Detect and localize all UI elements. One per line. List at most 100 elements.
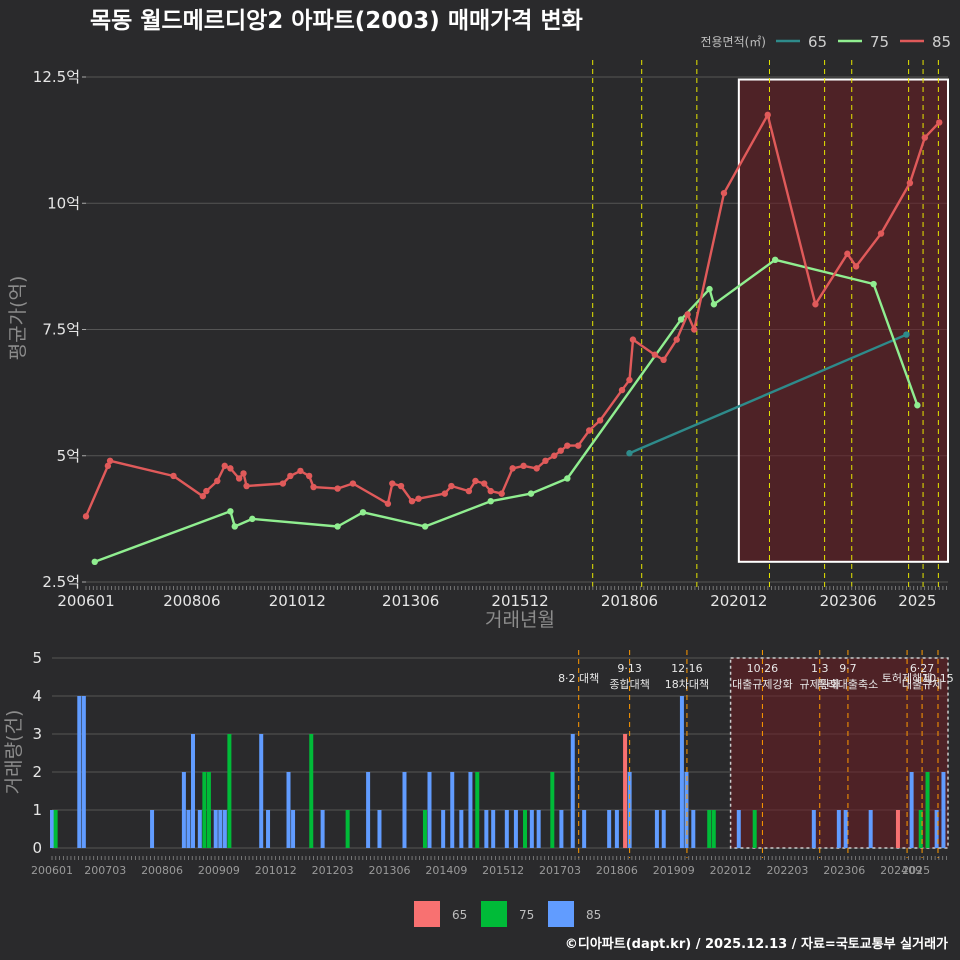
volume-bar-85 (150, 810, 155, 848)
volume-y-axis-label: 거래량(건) (3, 710, 25, 795)
data-point-85 (235, 475, 243, 482)
y-tick-label: 2.5억 (42, 573, 80, 591)
volume-bar-85 (181, 772, 186, 848)
data-point-85 (720, 189, 728, 197)
volume-bar-75 (422, 810, 427, 848)
data-point-75 (564, 475, 571, 482)
data-point-65 (626, 450, 633, 457)
volume-bar-85 (654, 810, 659, 848)
volume-y-tick-label: 5 (32, 649, 42, 667)
volume-bar-75 (752, 810, 757, 848)
volume-bar-85 (81, 696, 86, 848)
volume-bar-75 (523, 810, 528, 848)
data-point-85 (557, 447, 564, 454)
volume-legend-label-75: 75 (519, 908, 534, 922)
data-point-85 (221, 462, 228, 470)
policy-label: 토허제해제 (882, 671, 933, 685)
data-point-85 (550, 452, 558, 459)
volume-legend: 65 75 85 (414, 901, 601, 927)
volume-x-tick-label: 201909 (653, 864, 695, 877)
data-point-75 (421, 523, 429, 530)
price-x-axis-label: 거래년월 (485, 609, 555, 631)
volume-bar-85 (934, 810, 939, 848)
data-point-85 (170, 472, 177, 480)
data-point-85 (334, 485, 341, 492)
volume-bar-85 (450, 772, 455, 848)
x-tick-label: 201012 (269, 592, 326, 610)
volume-bar-85 (607, 810, 612, 848)
data-point-85 (660, 356, 667, 363)
volume-bar-85 (836, 810, 841, 848)
volume-bar-85 (459, 810, 464, 848)
data-point-85 (618, 386, 626, 394)
data-point-75 (914, 402, 921, 409)
volume-bar-85 (77, 696, 82, 848)
data-point-75 (710, 301, 718, 308)
x-tick-label: 202306 (820, 592, 877, 610)
volume-x-tick-label: 202409 (880, 864, 922, 877)
y-tick-label: 5억 (57, 447, 80, 465)
volume-bar-75 (475, 772, 480, 848)
data-point-85 (389, 480, 396, 487)
volume-bar-85 (529, 810, 534, 848)
volume-bar-85 (843, 810, 848, 848)
data-point-85 (812, 301, 819, 308)
volume-x-tick-label: 201512 (482, 864, 524, 877)
price-highlight-rect (737, 78, 949, 563)
data-point-85 (408, 498, 416, 505)
data-point-85 (349, 480, 357, 487)
x-tick-label: 200806 (163, 592, 220, 610)
legend-label-75: 75 (870, 33, 889, 51)
volume-bar-85 (197, 810, 202, 848)
volume-bar-85 (868, 810, 873, 848)
volume-bar-85 (286, 772, 291, 848)
data-point-75 (677, 316, 685, 323)
data-point-85 (764, 111, 771, 119)
volume-bar-65 (623, 734, 628, 848)
data-point-75 (359, 509, 367, 516)
chart-title: 목동 월드메르디앙2 아파트(2003) 매매가격 변화 (90, 8, 583, 34)
volume-bar-85 (468, 772, 473, 848)
policy-label: 6·27 (910, 662, 935, 675)
data-point-85 (533, 465, 540, 472)
data-point-75 (487, 498, 494, 505)
data-point-85 (310, 483, 317, 491)
volume-bar-85 (570, 734, 575, 848)
data-point-85 (629, 336, 637, 343)
volume-bar-85 (291, 810, 296, 848)
volume-x-tick-label: 200806 (141, 864, 183, 877)
volume-x-tick-label: 202012 (710, 864, 752, 877)
volume-bar-85 (491, 810, 496, 848)
volume-policy-lines: 8·2 대책 9·13 종합대책 12·16 18차대책 10·26 대출규제강화 1·3 규제… (558, 650, 954, 858)
data-point-85 (106, 457, 114, 464)
y-tick-label: 12.5억 (33, 68, 80, 86)
data-point-85 (564, 442, 571, 449)
data-point-85 (626, 376, 633, 384)
volume-x-tick-label: 201409 (425, 864, 467, 877)
volume-bar-75 (918, 810, 923, 848)
price-policy-lines (592, 60, 939, 590)
legend-label-85: 85 (932, 33, 951, 51)
data-point-85 (936, 119, 943, 126)
x-tick-label: 200601 (57, 592, 114, 610)
volume-bar-85 (266, 810, 271, 848)
volume-bar-85 (366, 772, 371, 848)
policy-label: 18차대책 (665, 678, 709, 691)
volume-x-tick-label: 201203 (312, 864, 354, 877)
series-line-65 (629, 333, 907, 455)
volume-bar-85 (484, 810, 489, 848)
policy-label: 특례대출축소 (818, 678, 879, 691)
price-legend: 전용면적(㎡) 65 75 85 (700, 33, 951, 51)
data-point-85 (472, 477, 479, 485)
data-point-85 (203, 487, 210, 495)
volume-x-tick-label: 201306 (368, 864, 410, 877)
volume-bar-75 (309, 734, 314, 848)
volume-y-tick-label: 0 (32, 839, 42, 857)
data-point-85 (104, 462, 112, 470)
volume-bar-75 (707, 810, 712, 848)
data-point-85 (691, 326, 698, 333)
price-axes: 2.5억 5억 7.5억 10억 12.5억 200601 200806 201012 2013… (33, 68, 947, 610)
data-point-85 (520, 462, 527, 470)
volume-bar-65 (895, 810, 900, 848)
